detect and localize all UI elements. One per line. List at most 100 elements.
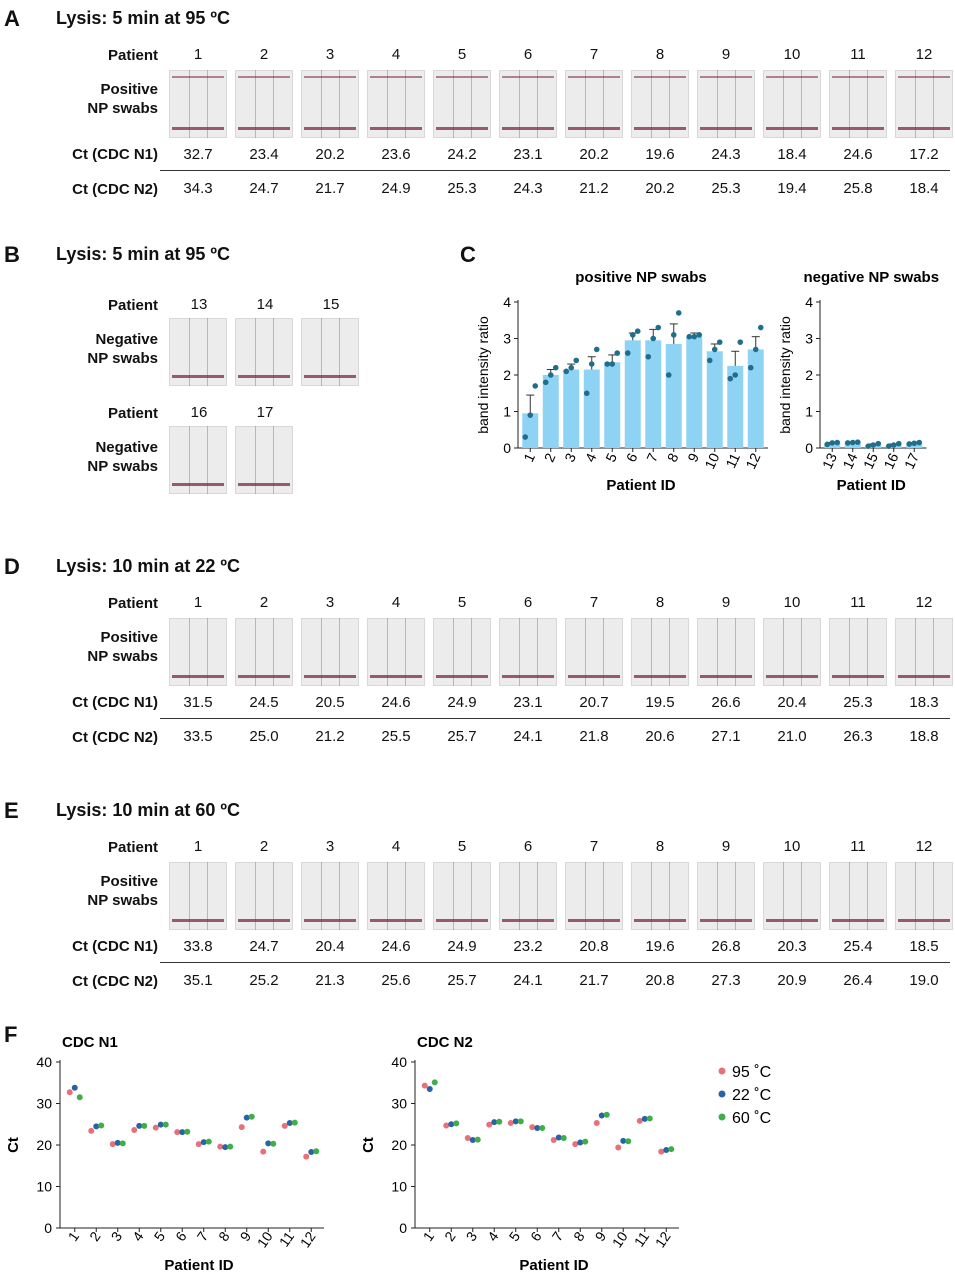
test-strip — [367, 70, 425, 138]
replicate-point — [849, 439, 856, 446]
patient-number: 7 — [589, 46, 599, 63]
ct-n2-value: 25.3 — [447, 180, 477, 197]
ct-point — [281, 1122, 288, 1129]
ct-n1-label: Ct (CDC N1) — [72, 146, 158, 163]
ct-point — [260, 1148, 267, 1155]
ct-point — [109, 1141, 116, 1148]
bar — [583, 369, 600, 448]
ct-point — [636, 1117, 643, 1124]
test-strip — [631, 618, 689, 686]
sample-label: Positive NP swabs — [38, 872, 158, 910]
ct-point — [464, 1134, 471, 1141]
test-strip — [763, 618, 821, 686]
ct-n2-value: 21.8 — [579, 728, 609, 745]
patient-number: 1 — [193, 594, 203, 611]
table-divider — [160, 962, 950, 963]
ct-n1-value: 26.6 — [711, 694, 741, 711]
ct-n2-value: 19.4 — [777, 180, 807, 197]
ct-point — [71, 1084, 78, 1091]
ct-n1-value: 26.8 — [711, 938, 741, 955]
x-tick-label: 15 — [860, 450, 881, 471]
ct-point — [174, 1129, 181, 1136]
x-tick-label: 5 — [506, 1228, 524, 1244]
ct-point — [157, 1121, 164, 1128]
x-tick-label: 4 — [129, 1228, 147, 1244]
replicate-point — [634, 328, 641, 334]
panel-b-title: Lysis: 5 min at 95 ºC — [56, 244, 230, 264]
ct-point — [512, 1118, 519, 1125]
test-strip — [499, 618, 557, 686]
y-tick-label: 3 — [503, 331, 511, 347]
ct-point — [474, 1136, 481, 1143]
ct-n2-value: 20.2 — [645, 180, 675, 197]
panel-letter-d: D — [4, 554, 20, 579]
ct-n1-value: 24.7 — [249, 938, 279, 955]
patient-label: Patient — [107, 297, 158, 314]
ct-n1-value: 17.2 — [909, 146, 939, 163]
x-tick-label: 4 — [582, 450, 600, 464]
patient-label: Patient — [107, 839, 158, 856]
patient-number: 12 — [915, 838, 933, 855]
legend-label: 22 ˚C — [732, 1087, 771, 1104]
ct-point — [270, 1140, 277, 1147]
x-tick-label: 7 — [194, 1228, 212, 1244]
replicate-point — [906, 441, 913, 447]
replicate-point — [547, 372, 554, 378]
ct-point — [620, 1137, 627, 1144]
replicate-point — [757, 324, 764, 331]
replicate-point — [844, 440, 851, 446]
replicate-point — [885, 443, 892, 449]
ct-point — [114, 1139, 121, 1146]
ct-point — [555, 1134, 562, 1141]
ct-point — [286, 1120, 293, 1127]
ct-point — [550, 1137, 557, 1144]
sample-label-line2: NP swabs — [87, 100, 158, 117]
ct-n1-value: 24.3 — [711, 146, 741, 163]
panel-letter-f: F — [4, 1022, 18, 1047]
ct-n1-value: 31.5 — [183, 694, 213, 711]
panel-letter-e: E — [4, 798, 19, 823]
ct-point — [162, 1121, 169, 1128]
replicate-point — [542, 379, 549, 386]
table-divider — [160, 170, 950, 171]
ct-point — [76, 1094, 83, 1101]
ct-n1-value: 23.4 — [249, 146, 279, 163]
replicate-point — [655, 324, 662, 331]
patient-number: 6 — [523, 594, 533, 611]
ct-point — [560, 1134, 567, 1141]
patient-number: 9 — [721, 46, 731, 63]
bar — [624, 340, 641, 448]
ct-n1-value: 20.2 — [579, 146, 609, 163]
y-tick-label: 2 — [503, 367, 511, 383]
y-tick-label: 10 — [391, 1179, 407, 1195]
ct-point — [179, 1129, 186, 1136]
ct-point — [313, 1148, 320, 1155]
ct-point — [200, 1139, 207, 1146]
replicate-point — [834, 439, 841, 446]
ct-point — [217, 1143, 224, 1150]
replicate-point — [875, 440, 882, 447]
x-tick-label: 1 — [520, 450, 538, 464]
y-tick-label: 4 — [503, 294, 511, 310]
y-tick-label: 20 — [36, 1137, 52, 1153]
ct-n1-value: 19.6 — [645, 938, 675, 955]
sample-label-line2: NP swabs — [87, 350, 158, 367]
ct-n1-value: 24.9 — [447, 938, 477, 955]
bar — [747, 349, 764, 448]
ct-n1-value: 20.2 — [315, 146, 345, 163]
sample-label: Positive NP swabs — [38, 628, 158, 666]
bar — [542, 375, 559, 448]
ct-point — [453, 1120, 460, 1127]
sample-label-line2: NP swabs — [87, 648, 158, 665]
y-tick-label: 0 — [503, 440, 511, 456]
ct-point — [448, 1121, 455, 1128]
patient-number: 2 — [259, 594, 269, 611]
test-strip — [565, 70, 623, 138]
replicate-point — [727, 375, 734, 382]
patient-number: 6 — [523, 46, 533, 63]
patient-number: 11 — [850, 594, 866, 611]
ct-point — [195, 1141, 202, 1148]
x-tick-label: 3 — [561, 450, 579, 464]
x-tick-label: 9 — [237, 1228, 255, 1244]
replicate-point — [588, 361, 595, 367]
